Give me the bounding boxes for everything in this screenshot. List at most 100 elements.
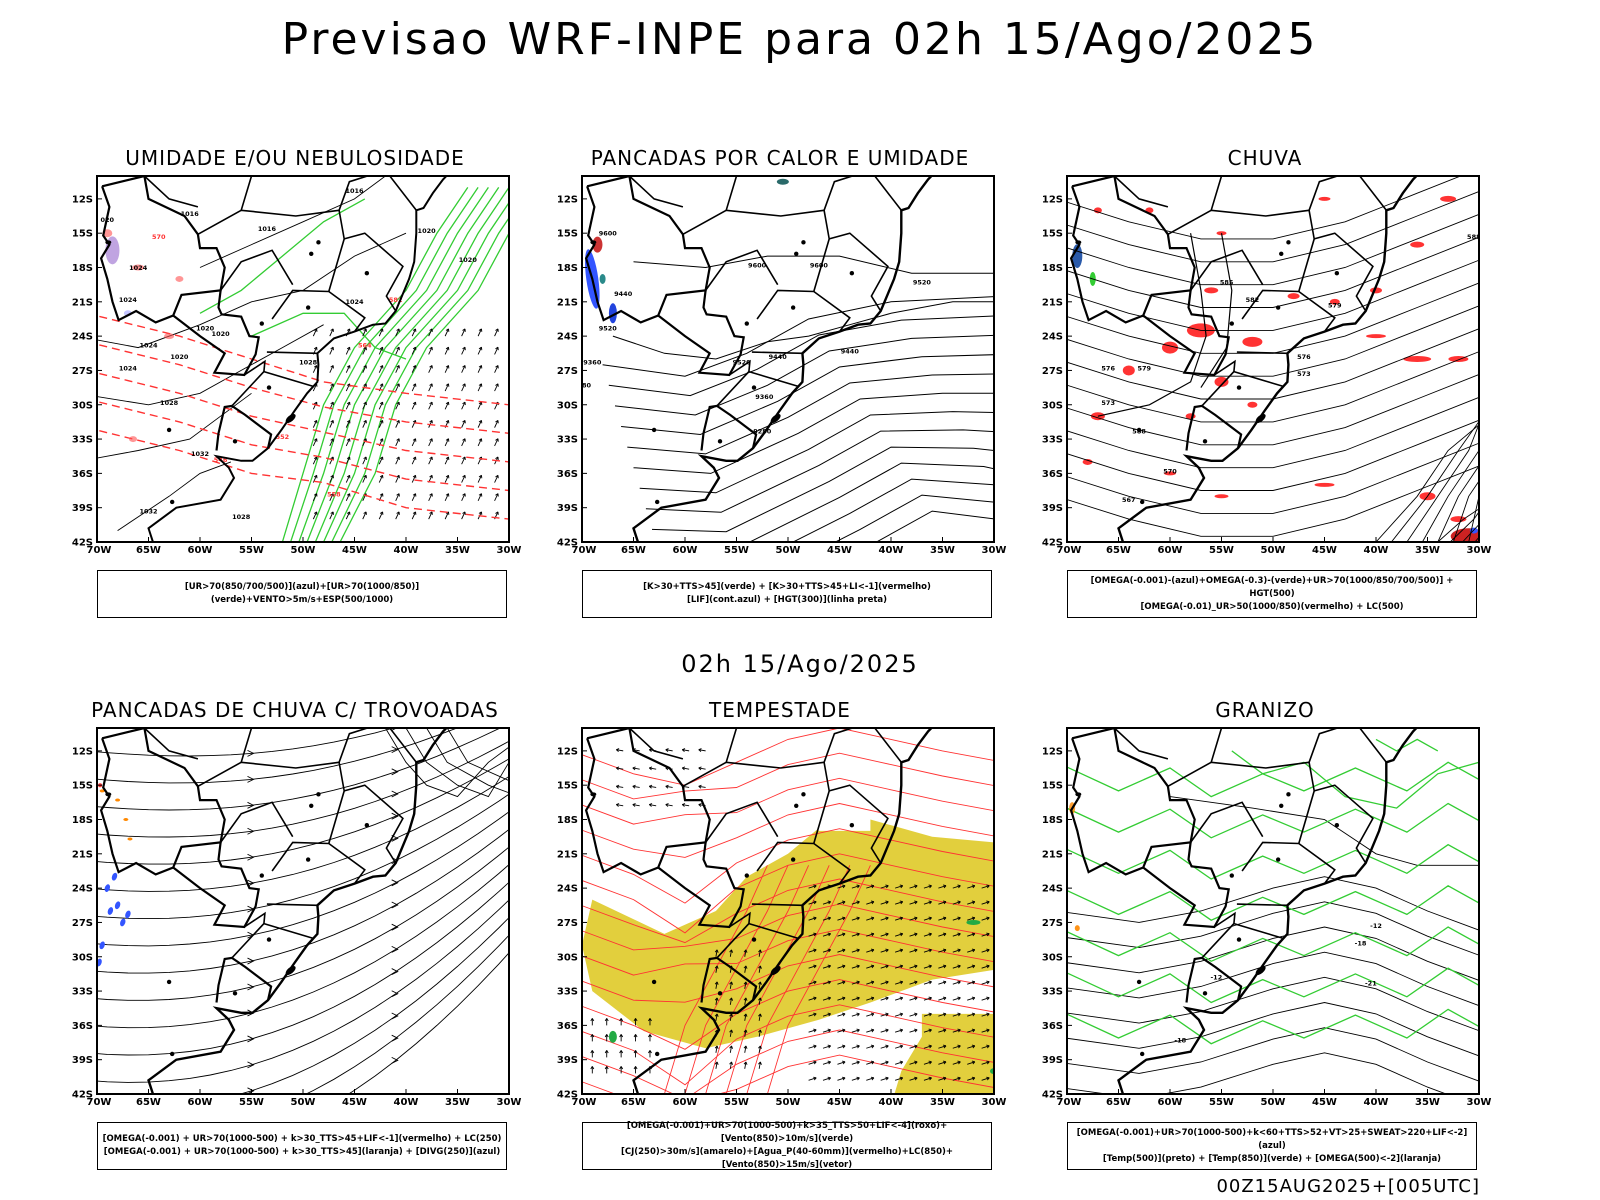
- wind-vector: [395, 438, 400, 447]
- wind-vector: [909, 1029, 918, 1033]
- legend-box: [OMEGA(-0.001)+UR>70(1000-500)+k>35_TTS>…: [582, 1121, 992, 1170]
- wind-vector: [938, 1029, 947, 1033]
- wind-vector: [822, 1013, 831, 1017]
- wind-vector: [822, 1061, 831, 1065]
- wind-vector: [967, 997, 975, 1001]
- wind-vector: [952, 997, 961, 1001]
- wind-vector: [938, 1077, 947, 1081]
- wind-vector: [938, 901, 947, 905]
- wind-vector: [851, 997, 860, 1001]
- wind-vector: [616, 785, 624, 788]
- wind-vector: [477, 401, 482, 410]
- lon-tick-label: 50W: [1261, 1097, 1286, 1108]
- wind-vector: [837, 901, 846, 905]
- lat-tick-label: 42S: [557, 1090, 578, 1101]
- legend-line-1: [OMEGA(-0.001) + UR>70(1000-500) + k>30_…: [102, 1134, 502, 1144]
- wind-vector: [329, 475, 334, 483]
- wind-vector: [981, 933, 990, 937]
- wind-vector: [461, 493, 466, 502]
- lat-tick-label: 18S: [557, 815, 578, 826]
- wind-vector: [981, 885, 990, 889]
- wind-vector: [362, 456, 367, 465]
- panel-title: GRANIZO: [1215, 698, 1315, 722]
- lat-tick-label: 18S: [1042, 263, 1063, 274]
- contour-label: 558: [327, 490, 341, 498]
- wind-vector: [665, 749, 673, 752]
- legend-line-2: [OMEGA(-0.001) + UR>70(1000-500) + k>30_…: [103, 1147, 501, 1157]
- wind-vector: [411, 383, 416, 392]
- contour-label: 9440: [614, 290, 633, 298]
- map-chuva: 58858558257957657357056757957657358812S1…: [1042, 175, 1491, 556]
- wind-vector: [837, 933, 846, 937]
- wind-vector: [822, 965, 831, 969]
- wind-vector: [395, 328, 400, 337]
- wind-vector: [866, 1045, 875, 1049]
- panel-title: PANCADAS POR CALOR E UMIDADE: [590, 146, 970, 170]
- lon-tick-label: 60W: [673, 1097, 698, 1108]
- wind-vector: [477, 420, 482, 428]
- wind-vector: [866, 885, 875, 889]
- wind-vector: [981, 949, 990, 953]
- wind-vector: [851, 901, 860, 905]
- wind-vector: [744, 981, 747, 989]
- wind-vector: [494, 438, 499, 447]
- wind-vector: [837, 1029, 846, 1033]
- lon-tick-label: 55W: [724, 545, 749, 556]
- wind-vector: [952, 949, 961, 953]
- lon-tick-label: 55W: [239, 545, 264, 556]
- wind-vector: [312, 420, 318, 428]
- panel-title: CHUVA: [1227, 146, 1303, 170]
- lat-tick-label: 18S: [72, 263, 93, 274]
- wind-vector: [378, 420, 384, 428]
- wind-vector: [866, 1013, 875, 1017]
- wind-vector: [981, 965, 990, 969]
- wind-vector: [494, 475, 499, 483]
- basemap: [1069, 176, 1419, 542]
- wind-vector: [880, 1061, 889, 1065]
- lat-tick-label: 24S: [1042, 884, 1063, 895]
- wind-vector: [395, 401, 400, 410]
- wind-vector: [345, 511, 351, 520]
- wind-vector: [909, 933, 918, 937]
- contour-label: 1028: [299, 359, 318, 367]
- wind-vector: [428, 346, 433, 355]
- wind-vector: [345, 438, 351, 447]
- lon-tick-label: 45W: [827, 1097, 852, 1108]
- wind-vector: [952, 901, 961, 905]
- wind-vector: [880, 981, 889, 985]
- wind-vector: [477, 346, 482, 355]
- lat-tick-label: 36S: [72, 469, 93, 480]
- lon-tick-label: 55W: [239, 1097, 264, 1108]
- lat-tick-label: 15S: [1042, 781, 1063, 792]
- wind-vector: [894, 1077, 903, 1081]
- wind-vector: [411, 493, 416, 502]
- wind-vector: [729, 1013, 732, 1021]
- wind-vector: [715, 1045, 718, 1053]
- lat-tick-label: 24S: [557, 332, 578, 343]
- wind-vector: [909, 1077, 918, 1081]
- legend-box: [OMEGA(-0.001)+UR>70(1000-500)+k<60+TTS>…: [1067, 1122, 1477, 1170]
- wind-vector: [923, 965, 932, 969]
- wind-vector: [808, 965, 817, 969]
- wind-vector: [866, 917, 875, 921]
- contour-label: 579: [1137, 364, 1151, 372]
- wind-vector: [649, 767, 657, 770]
- wind-vector: [938, 1061, 947, 1065]
- lat-tick-label: 15S: [557, 229, 578, 240]
- lat-tick-label: 21S: [1042, 849, 1063, 860]
- contour-label: -18: [1174, 1037, 1186, 1045]
- wind-vector: [967, 1013, 975, 1017]
- wind-vector: [938, 1045, 947, 1049]
- wind-vector: [395, 383, 400, 392]
- wind-vector: [428, 511, 433, 520]
- wind-vector: [837, 1061, 846, 1065]
- contour-label: 9280: [753, 427, 772, 435]
- wind-vector: [923, 1045, 932, 1049]
- wind-vector: [378, 511, 384, 520]
- legend-line-1: [OMEGA(-0.001)+UR>70(1000-500)+k<60+TTS>…: [1076, 1127, 1468, 1151]
- wind-vector: [698, 785, 706, 788]
- lat-tick-label: 42S: [1042, 538, 1063, 549]
- legend-line-1: [K>30+TTS>45](verde) + [K>30+TTS>45+LI<-…: [643, 582, 931, 592]
- lon-tick-label: 50W: [1261, 545, 1286, 556]
